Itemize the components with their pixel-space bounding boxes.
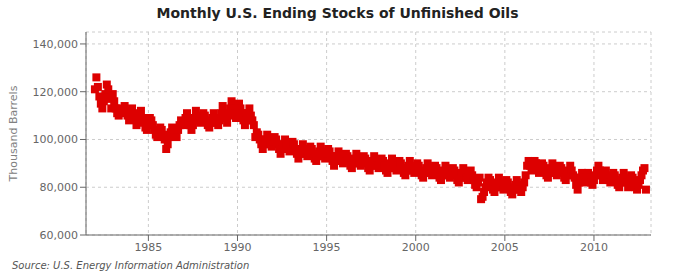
html-text:Source: U.S. Energy Informatio: Source: U.S. Energy Information Administ… bbox=[12, 260, 250, 271]
svg-text:1995: 1995 bbox=[313, 241, 341, 254]
svg-text:2000: 2000 bbox=[402, 241, 430, 254]
svg-text:60,000: 60,000 bbox=[40, 229, 79, 242]
svg-text:140,000: 140,000 bbox=[33, 38, 79, 51]
svg-text:1985: 1985 bbox=[134, 241, 162, 254]
svg-text:100,000: 100,000 bbox=[33, 133, 79, 146]
svg-text:2005: 2005 bbox=[491, 241, 519, 254]
svg-text:Thousand Barrels: Thousand Barrels bbox=[8, 85, 20, 182]
html-text:Monthly U.S. Ending Stocks of: Monthly U.S. Ending Stocks of Unfinished… bbox=[156, 5, 519, 21]
svg-text:80,000: 80,000 bbox=[40, 181, 79, 194]
svg-text:1990: 1990 bbox=[223, 241, 251, 254]
svg-text:120,000: 120,000 bbox=[33, 86, 79, 99]
svg-text:2010: 2010 bbox=[580, 241, 608, 254]
